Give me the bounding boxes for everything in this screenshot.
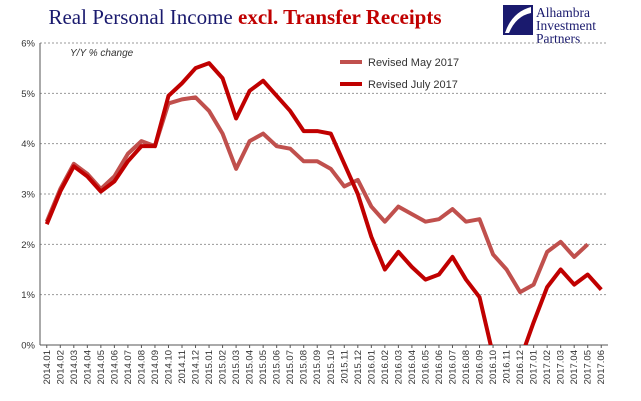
series-layer [44,61,603,345]
y-tick-label: 1% [21,290,35,301]
x-tick-label: 2014.04 [82,350,93,384]
logo-mark-swoosh [505,7,531,33]
x-tick-label: 2016.02 [380,350,391,384]
x-tick-label: 2014.08 [136,350,147,384]
x-tick-label: 2015.01 [204,350,215,384]
series-line-1 [44,95,590,295]
x-tick-label: 2015.09 [312,350,323,384]
x-tick-label: 2015.07 [285,350,296,384]
x-tick-label: 2014.01 [42,350,53,384]
y-tick-label: 4% [21,139,35,150]
x-tick-label: 2015.04 [245,350,256,384]
x-tick-label: 2014.06 [109,350,120,384]
x-tick-label: 2017.06 [596,350,607,384]
x-tick-label: 2017.03 [556,350,567,384]
x-tick-label: 2015.08 [299,350,310,384]
y-tick-label: 3% [21,190,35,201]
x-tick-label: 2016.06 [434,350,445,384]
x-tick-label: 2016.09 [475,350,486,384]
legend-label-2: Revised July 2017 [368,79,458,91]
chart-title-accent: excl. Transfer Receipts [238,5,442,29]
x-tick-label: 2017.01 [529,350,540,384]
x-tick-label: 2014.10 [163,350,174,384]
x-tick-label: 2016.04 [407,350,418,384]
x-tick-label: 2014.03 [69,350,80,384]
x-tick-label: 2014.05 [96,350,107,384]
legend-label-1: Revised May 2017 [368,57,459,69]
y-tick-label: 2% [21,240,35,251]
y-axis-label: Y/Y % change [70,48,134,59]
x-tick-label: 2015.05 [258,350,269,384]
x-tick-label: 2016.08 [461,350,472,384]
x-tick-label: 2016.11 [502,350,513,384]
x-tick-label: 2014.02 [55,350,66,384]
x-tick-label: 2017.04 [569,350,580,384]
x-tick-label: 2016.12 [515,350,526,384]
logo-line-3: Partners [536,31,581,46]
x-tick-label: 2016.10 [488,350,499,384]
x-tick-label: 2015.02 [218,350,229,384]
y-tick-label: 5% [21,89,35,100]
axis-layer: 0%1%2%3%4%5%6%2014.01 2014.02 2014.03 2014.… [21,39,608,384]
logo-line-1: Alhambra [536,5,590,20]
x-tick-label: 2017.05 [583,350,594,384]
legend: Revised May 2017 Revised July 2017 [340,57,459,91]
x-tick-label: 2017.02 [542,350,553,384]
x-tick-label: 2016.03 [393,350,404,384]
series-line-2 [44,61,603,345]
x-tick-label: 2016.07 [447,350,458,384]
y-tick-label: 6% [21,39,35,50]
chart-title-main: Real Personal Income [48,5,238,29]
x-tick-label: 2015.11 [339,350,350,384]
grid-layer [40,42,608,296]
x-tick-label: 2014.12 [191,350,202,384]
x-tick-label: 2014.11 [177,350,188,384]
x-tick-label: 2015.03 [231,350,242,384]
logo-text: Alhambra Investment Partners [536,5,640,46]
x-tick-label: 2014.07 [123,350,134,384]
x-tick-label: 2015.06 [272,350,283,384]
y-tick-label: 0% [21,341,35,352]
x-tick-label: 2015.10 [326,350,337,384]
logo-line-2: Investment [536,18,596,33]
x-tick-label: 2016.01 [366,350,377,384]
x-tick-label: 2016.05 [420,350,431,384]
x-tick-label: 2014.09 [150,350,161,384]
x-tick-label: 2015.12 [353,350,364,384]
chart-title: Real Personal Income excl. Transfer Rece… [0,4,490,30]
company-logo [503,5,533,35]
